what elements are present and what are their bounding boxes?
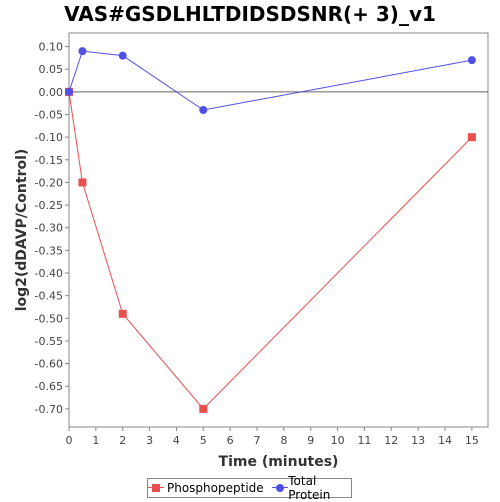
x-tick-label: 13 xyxy=(411,434,425,447)
data-point-phosphopeptide xyxy=(199,404,208,413)
y-tick-label: -0.40 xyxy=(35,267,63,280)
y-tick-label: 0.00 xyxy=(39,86,64,99)
x-tick-label: 11 xyxy=(357,434,371,447)
legend-label-total-protein: Total Protein xyxy=(288,474,331,502)
y-tick-label: -0.15 xyxy=(35,154,63,167)
y-tick-label: -0.30 xyxy=(35,222,63,235)
data-point-total-protein xyxy=(78,47,87,56)
series-layer xyxy=(65,47,476,413)
y-tick-label: -0.60 xyxy=(35,358,63,371)
y-tick-label: -0.20 xyxy=(35,176,63,189)
x-tick-label: 5 xyxy=(200,434,207,447)
data-point-total-protein xyxy=(65,87,73,96)
x-tick-label: 3 xyxy=(146,434,153,447)
legend-item-phosphopeptide: Phosphopeptide xyxy=(148,481,264,495)
legend-swatch-phosphopeptide xyxy=(148,483,164,493)
legend: Phosphopeptide Total Protein xyxy=(147,474,352,502)
y-tick-label: -0.05 xyxy=(35,109,63,122)
data-point-total-protein xyxy=(199,105,208,114)
y-tick-label: 0.05 xyxy=(39,63,64,76)
data-point-phosphopeptide xyxy=(78,178,87,187)
x-axis-title: Time (minutes) xyxy=(219,454,339,470)
x-tick-label: 10 xyxy=(331,434,345,447)
x-tick-label: 6 xyxy=(227,434,234,447)
x-tick-label: 12 xyxy=(384,434,398,447)
y-tick-label: -0.55 xyxy=(35,335,63,348)
x-tick-label: 1 xyxy=(92,434,99,447)
y-tick-label: -0.45 xyxy=(35,290,63,303)
y-tick-label: 0.10 xyxy=(39,41,64,54)
legend-item-total-protein: Total Protein xyxy=(271,474,351,502)
legend-swatch-total-protein xyxy=(271,483,288,493)
x-tick-label: 8 xyxy=(280,434,287,447)
y-tick-label: -0.50 xyxy=(35,312,63,325)
y-tick-label: -0.25 xyxy=(35,199,63,212)
legend-label-phosphopeptide: Phosphopeptide xyxy=(167,481,264,495)
y-tick-label: -0.10 xyxy=(35,131,63,144)
chart-title: VAS#GSDLHLTDIDSDSNR(+ 3)_v1 xyxy=(64,2,436,26)
x-tick-label: 15 xyxy=(465,434,479,447)
x-tick-label: 7 xyxy=(254,434,261,447)
y-tick-label: -0.65 xyxy=(35,380,63,393)
y-tick-label: -0.35 xyxy=(35,244,63,257)
data-point-total-protein xyxy=(118,51,127,60)
plot-area xyxy=(68,32,489,428)
x-tick-label: 14 xyxy=(438,434,452,447)
x-tick-label: 2 xyxy=(119,434,126,447)
x-tick-label: 4 xyxy=(173,434,180,447)
data-point-phosphopeptide xyxy=(118,309,127,318)
x-tick-label: 0 xyxy=(66,434,73,447)
x-tick-label: 9 xyxy=(307,434,314,447)
data-point-total-protein xyxy=(467,56,476,65)
axes-layer: 0.10 0.05 0.00 -0.05 -0.10 -0.15 -0.20 -0.25 -0.… xyxy=(35,32,489,447)
y-tick-label: -0.70 xyxy=(35,403,63,416)
y-axis-title: log2(dDAVP/Control) xyxy=(14,149,30,312)
data-point-phosphopeptide xyxy=(467,133,476,142)
